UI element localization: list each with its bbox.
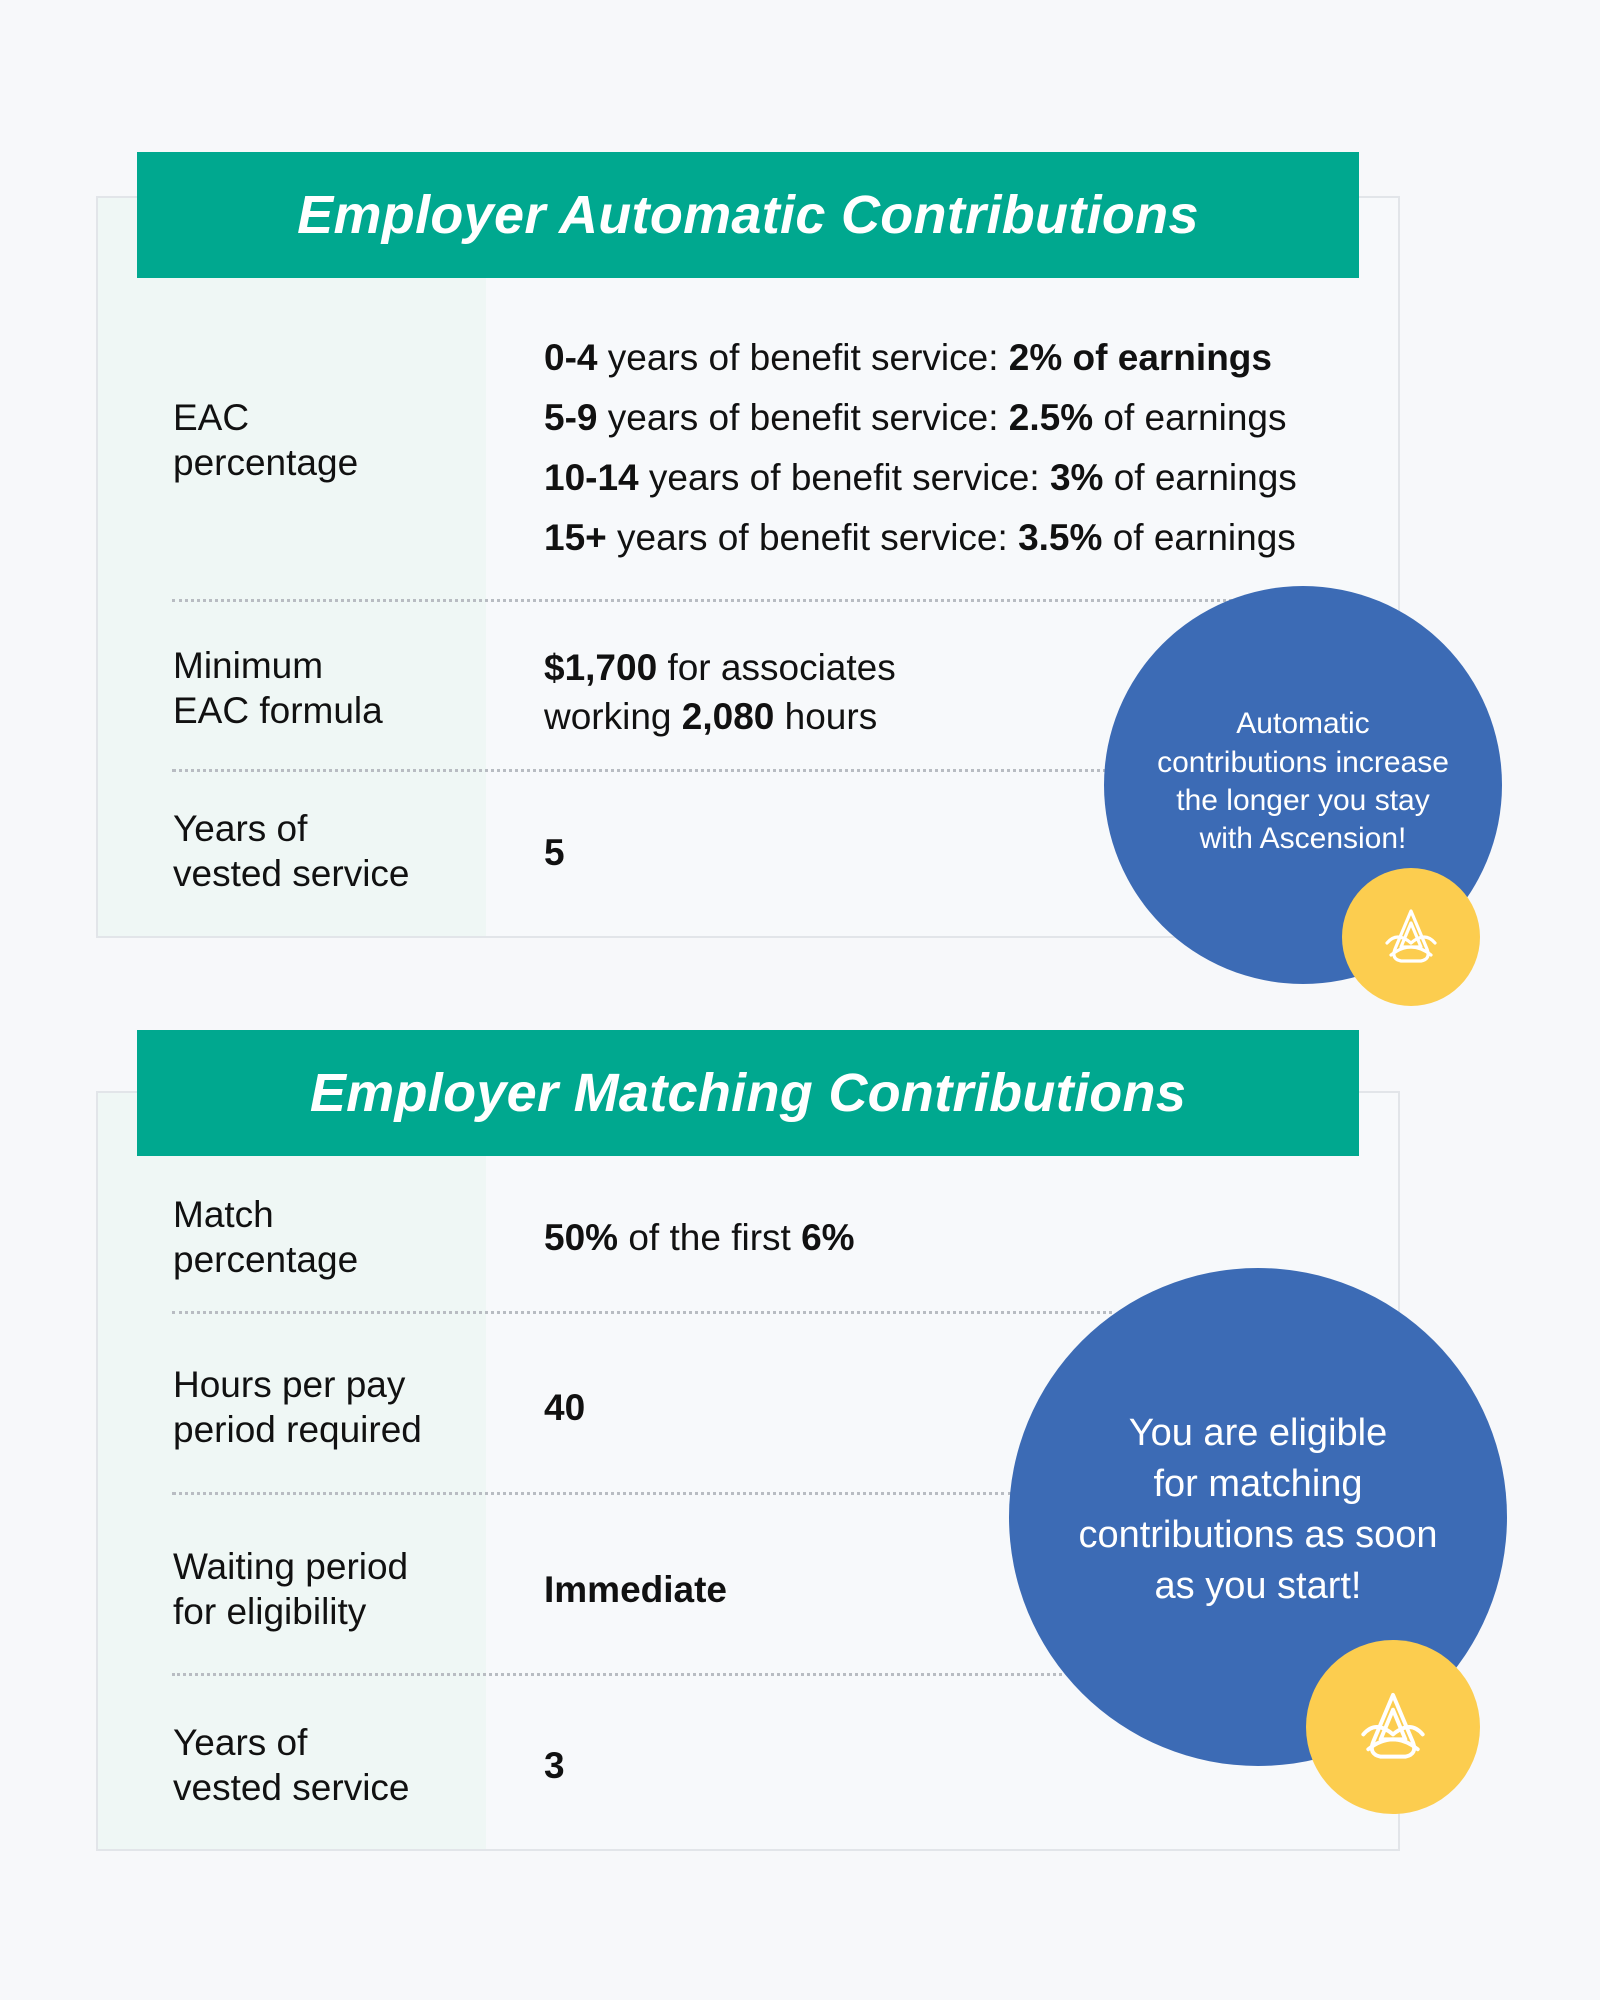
eac-badge — [1342, 868, 1480, 1006]
eac-tier-2: 10-14 years of benefit service: 3% of ea… — [544, 457, 1297, 498]
emc-hours-value: 40 — [544, 1387, 586, 1428]
eac-percentage-label: EAC percentage — [173, 397, 359, 483]
emc-title: Employer Matching Contributions — [309, 1063, 1187, 1123]
emc-bubble-text: You are eligible for matching contributi… — [1078, 1412, 1438, 1607]
eac-title: Employer Automatic Contributions — [297, 185, 1199, 245]
eac-bubble-text: Automatic contributions increase the lon… — [1157, 707, 1449, 856]
eac-card — [96, 196, 1400, 938]
emc-badge — [1306, 1640, 1480, 1814]
eac-label-column — [98, 198, 486, 936]
emc-vested-value: 3 — [544, 1745, 565, 1786]
eac-tier-1: 5-9 years of benefit service: 2.5% of ea… — [544, 397, 1287, 438]
ascension-logo-icon — [1385, 909, 1437, 963]
eac-tier-3: 15+ years of benefit service: 3.5% of ea… — [544, 517, 1296, 558]
emc-waiting-label: Waiting period for eligibility — [173, 1546, 409, 1632]
emc-vested-label: Years of vested service — [173, 1722, 410, 1808]
emc-match-label: Match percentage — [173, 1194, 359, 1280]
emc-waiting-value: Immediate — [544, 1569, 728, 1610]
eac-divider-1 — [172, 599, 1232, 602]
eac-title-banner: Employer Automatic Contributions — [137, 152, 1359, 278]
emc-label-column — [98, 1093, 486, 1849]
emc-match-value: 50% of the first 6% — [544, 1217, 855, 1258]
emc-divider-2 — [172, 1492, 1012, 1495]
emc-title-banner: Employer Matching Contributions — [137, 1030, 1359, 1156]
ascension-logo-icon — [1361, 1692, 1425, 1759]
emc-divider-1 — [172, 1311, 1112, 1314]
eac-tiers: 0-4 years of benefit service: 2% of earn… — [544, 328, 1297, 568]
eac-minimum-value: $1,700 for associates working 2,080 hour… — [544, 647, 896, 737]
eac-vested-label: Years of vested service — [173, 808, 410, 894]
emc-hours-label: Hours per pay period required — [173, 1364, 422, 1450]
eac-tier-0: 0-4 years of benefit service: 2% of earn… — [544, 337, 1272, 378]
eac-divider-2 — [172, 769, 1132, 772]
emc-divider-3 — [172, 1673, 1062, 1676]
eac-vested-value: 5 — [544, 832, 565, 873]
eac-minimum-label: Minimum EAC formula — [173, 645, 383, 731]
